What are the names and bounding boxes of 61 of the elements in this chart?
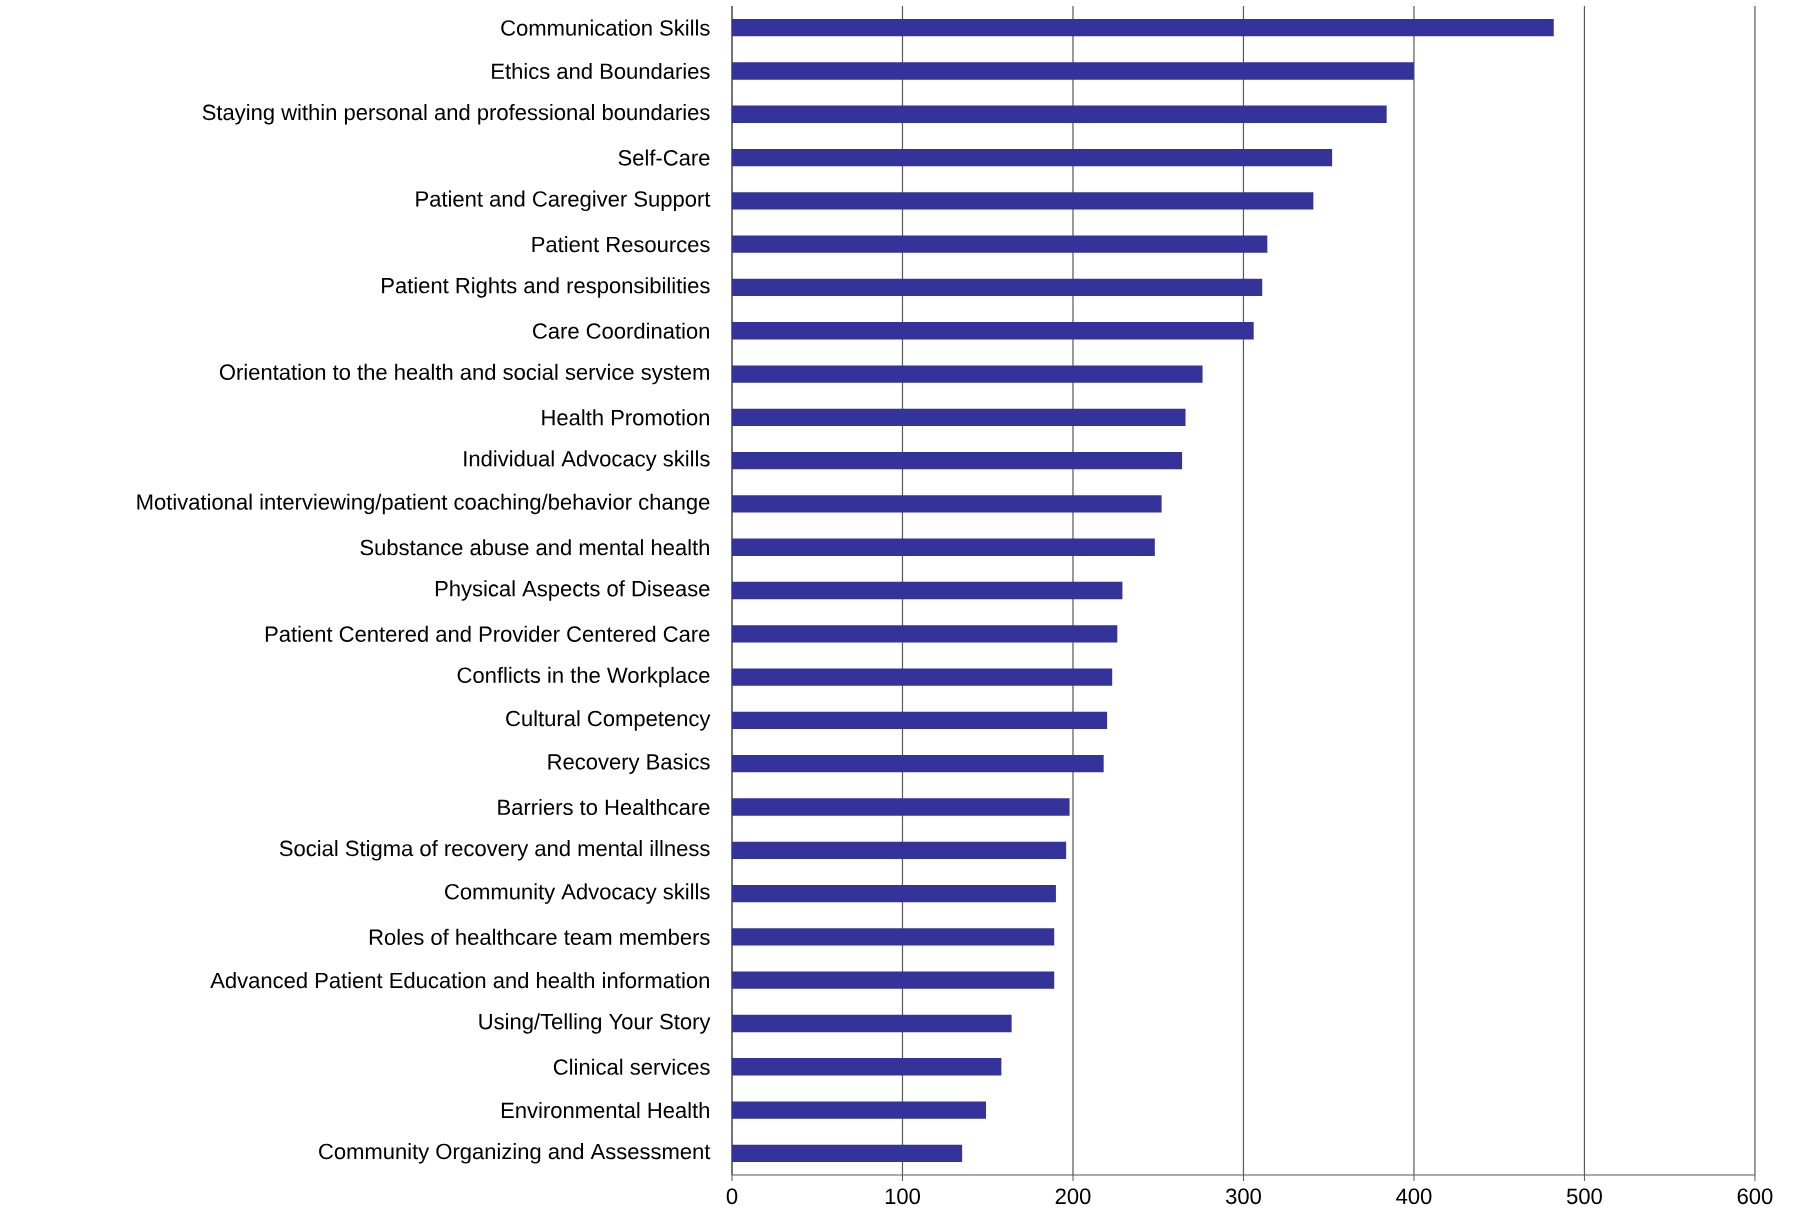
bar <box>732 755 1104 773</box>
bar <box>732 105 1387 123</box>
x-tick-label: 400 <box>1396 1188 1432 1205</box>
x-tick-label: 300 <box>1225 1188 1261 1205</box>
y-tick-label: Orientation to the health and social service system <box>219 363 709 385</box>
y-tick-label: Community Advocacy skills <box>445 883 710 904</box>
y-tick-label: Substance abuse and mental health <box>360 539 709 556</box>
bar <box>732 711 1108 730</box>
y-tick-label: Motivational interviewing/patient coaching/behavior change <box>137 493 710 515</box>
bar <box>732 971 1055 989</box>
y-tick-label: Recovery Basics <box>548 753 710 774</box>
y-tick-label: Individual Advocacy skills <box>464 450 710 471</box>
bar <box>732 798 1070 816</box>
bar <box>732 1144 963 1163</box>
y-tick-label: Community Organizing and Assessment <box>319 1143 711 1164</box>
bar <box>732 235 1268 253</box>
bar <box>732 365 1203 383</box>
bar <box>732 495 1162 513</box>
y-tick-label: Health Promotion <box>542 409 709 426</box>
y-tick-label: Environmental Health <box>501 1101 709 1119</box>
x-tick-label: 100 <box>885 1188 920 1205</box>
x-tick-label: 200 <box>1055 1188 1091 1205</box>
bar <box>732 1058 1002 1076</box>
bar <box>732 451 1183 470</box>
y-tick-label: Care Coordination <box>533 322 709 339</box>
bar <box>732 581 1123 600</box>
bar <box>732 625 1118 643</box>
y-tick-label: Barriers to Healthcare <box>498 798 710 816</box>
bar <box>732 62 1414 80</box>
y-tick-label: Cultural Competency <box>506 710 711 731</box>
bar <box>732 408 1186 426</box>
bar <box>732 841 1067 859</box>
y-tick-label: Patient Rights and responsibilities <box>382 277 710 298</box>
bar <box>732 928 1055 946</box>
y-tick-label: Self-Care <box>618 149 710 166</box>
y-tick-label: Ethics and Boundaries <box>492 62 710 80</box>
y-tick-label: Advanced Patient Education and health information <box>210 972 709 989</box>
y-tick-label: Communication Skills <box>501 19 710 36</box>
y-tick-label: Physical Aspects of Disease <box>435 580 710 601</box>
bar <box>732 668 1113 686</box>
y-tick-label: Social Stigma of recovery and mental illness <box>279 840 710 861</box>
y-tick-label: Staying within personal and professional boundaries <box>202 104 710 125</box>
y-tick-label: Roles of healthcare team members <box>369 928 710 945</box>
x-tick-label: 0 <box>726 1188 738 1205</box>
x-tick-label: 500 <box>1566 1188 1602 1205</box>
bar <box>732 538 1155 556</box>
x-tick-label: 600 <box>1737 1188 1773 1205</box>
bar <box>732 1014 1012 1033</box>
y-tick-label: Using/Telling Your Story <box>479 1013 711 1034</box>
y-tick-label: Conflicts in the Workplace <box>457 666 710 688</box>
y-tick-label: Patient and Caregiver Support <box>416 190 711 212</box>
bar <box>732 148 1333 167</box>
bar <box>732 1101 987 1119</box>
y-tick-label: Patient Centered and Provider Centered Care <box>265 625 710 642</box>
y-tick-label: Clinical services <box>553 1058 710 1075</box>
bar <box>732 884 1056 903</box>
bar <box>732 278 1263 297</box>
y-tick-label: Patient Resources <box>532 236 710 253</box>
bar <box>732 322 1254 340</box>
bar <box>732 192 1314 210</box>
bar <box>732 19 1554 37</box>
